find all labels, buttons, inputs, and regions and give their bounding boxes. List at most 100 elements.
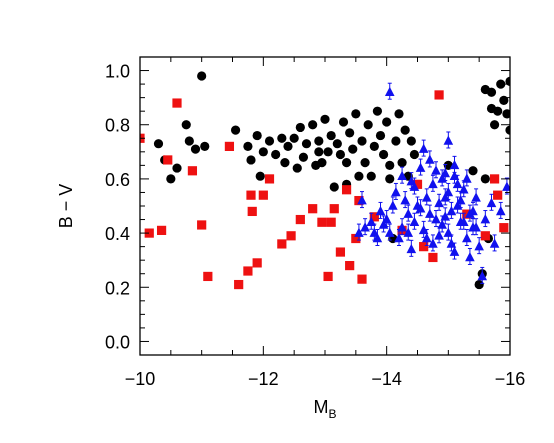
data-point-circle (283, 141, 293, 151)
x-tick-label: −12 (248, 369, 279, 389)
data-point-square (412, 179, 423, 189)
data-point-circle (197, 71, 207, 81)
data-point-circle (292, 163, 302, 173)
data-point-circle (172, 163, 182, 173)
data-point-circle (486, 103, 497, 114)
data-point-triangle (384, 227, 395, 237)
data-point-triangle (388, 200, 398, 210)
data-point-square (369, 212, 379, 222)
data-point-circle (345, 128, 355, 138)
data-point-circle (255, 171, 265, 181)
data-point-circle (357, 136, 367, 146)
data-point-circle (320, 114, 330, 124)
y-tick-label: 0.0 (105, 332, 130, 352)
data-point-square (172, 98, 182, 108)
data-point-circle (258, 147, 268, 157)
data-point-triangle (437, 173, 447, 183)
data-point-triangle (403, 208, 414, 218)
data-point-circle (369, 141, 379, 151)
data-point-circle (354, 171, 364, 181)
data-point-square (243, 266, 253, 276)
data-point-circle (348, 144, 358, 154)
x-tick-label: −14 (371, 369, 402, 389)
data-point-square (156, 225, 167, 235)
tick-labels: −10 −12 −14 −16 0.0 0.2 0.4 0.6 0.8 1.0 (105, 62, 525, 389)
data-point-triangle (391, 186, 401, 197)
data-point-square (329, 204, 339, 214)
data-point-triangle (434, 230, 444, 240)
data-point-triangle (480, 214, 491, 224)
data-point-triangle (425, 154, 435, 164)
data-point-triangle (495, 205, 506, 216)
data-point-circle (366, 171, 376, 181)
data-point-square (258, 190, 268, 200)
data-point-square (197, 220, 207, 230)
data-point-triangle (397, 170, 407, 180)
data-point-triangle (421, 233, 432, 243)
y-tick-label: 0.6 (105, 170, 130, 190)
data-point-circle (351, 109, 361, 119)
data-point-square (246, 190, 256, 200)
data-point-circle (474, 279, 484, 290)
data-point-circle (271, 149, 281, 160)
data-point-circle (252, 130, 262, 141)
data-point-square (428, 252, 438, 263)
data-point-triangle (474, 241, 484, 251)
data-point-circle (480, 174, 490, 184)
data-point-square (224, 141, 235, 151)
data-point-circle (385, 174, 395, 184)
data-point-triangle (403, 227, 414, 237)
data-point-triangle (357, 195, 367, 205)
data-point-circle (375, 130, 386, 141)
data-point-square (264, 174, 275, 184)
data-point-square (203, 271, 213, 282)
data-point-square (480, 231, 490, 241)
data-point-circle (480, 84, 490, 95)
plot-frame (139, 56, 511, 356)
data-point-circle (394, 109, 404, 119)
data-point-triangle (477, 270, 488, 281)
data-point-square (326, 217, 336, 227)
data-point-triangle (443, 135, 454, 145)
data-point-circle (323, 147, 333, 157)
data-point-triangle (406, 243, 417, 254)
data-point-triangle (440, 192, 451, 202)
data-point-circle (372, 106, 383, 116)
data-point-circle (277, 133, 287, 143)
data-point-triangle (418, 143, 429, 153)
data-point-triangle (471, 192, 481, 202)
data-point-triangle (465, 251, 475, 262)
data-point-circle (200, 141, 210, 151)
data-point-circle (301, 139, 312, 149)
data-point-circle (166, 174, 176, 184)
data-point-circle (181, 120, 191, 130)
data-point-triangle (449, 159, 460, 170)
data-point-triangle (375, 205, 386, 216)
data-point-triangle (471, 222, 481, 232)
data-point-circle (280, 158, 290, 168)
data-point-square (277, 239, 287, 249)
data-point-square (163, 155, 173, 165)
data-point-triangle (421, 192, 432, 202)
data-point-square (247, 206, 257, 217)
data-point-triangle (384, 86, 395, 97)
y-tick-label: 1.0 (105, 62, 130, 82)
data-point-circle (308, 120, 318, 130)
data-point-square (462, 209, 472, 219)
data-point-circle (409, 149, 420, 160)
data-point-circle (397, 158, 407, 168)
data-point-triangle (428, 238, 438, 248)
data-point-triangle (372, 233, 383, 243)
data-point-square (351, 233, 361, 244)
data-point-square (308, 204, 318, 214)
data-point-circle (190, 144, 201, 154)
data-point-triangle (452, 178, 463, 189)
plot-marks (140, 71, 510, 290)
data-point-triangle (360, 222, 370, 232)
data-point-circle (489, 120, 500, 130)
data-point-square (354, 195, 364, 206)
data-point-circle (314, 147, 324, 157)
x-axis-label: MB (313, 397, 336, 421)
data-point-triangle (409, 181, 420, 191)
data-point-square (357, 274, 367, 284)
